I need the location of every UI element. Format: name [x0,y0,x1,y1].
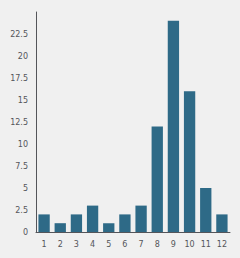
svg-text:6: 6 [122,240,127,249]
svg-text:7.5: 7.5 [15,162,28,171]
svg-text:5: 5 [106,240,111,249]
svg-text:9: 9 [171,240,176,249]
svg-text:8: 8 [155,240,160,249]
svg-text:5: 5 [23,184,28,193]
svg-text:17.5: 17.5 [10,74,28,83]
svg-text:7: 7 [139,240,144,249]
svg-text:12.5: 12.5 [10,118,28,127]
svg-text:2.5: 2.5 [15,206,28,215]
svg-text:0: 0 [23,228,28,237]
svg-text:4: 4 [90,240,95,249]
svg-text:2: 2 [58,240,63,249]
svg-text:3: 3 [74,240,79,249]
svg-text:20: 20 [18,52,28,61]
svg-text:15: 15 [18,96,28,105]
svg-text:22.5: 22.5 [10,30,28,39]
svg-text:1: 1 [42,240,47,249]
svg-text:10: 10 [184,240,194,249]
svg-text:11: 11 [201,240,211,249]
svg-text:12: 12 [217,240,227,249]
svg-text:10: 10 [18,140,28,149]
